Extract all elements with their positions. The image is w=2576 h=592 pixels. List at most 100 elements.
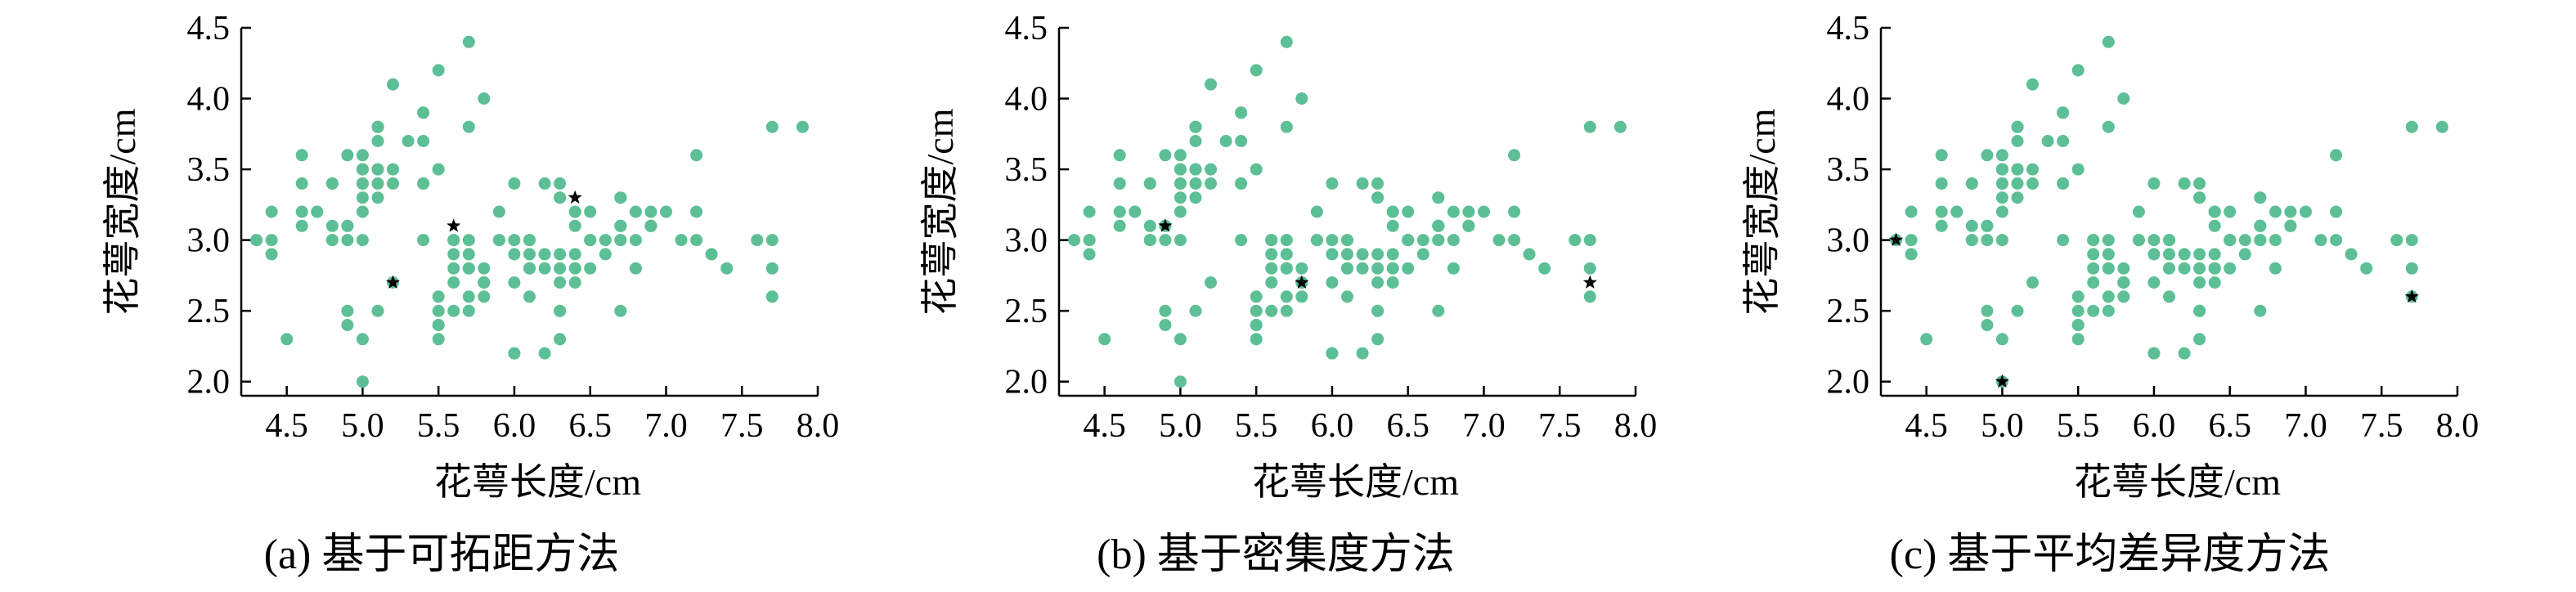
data-point: [1613, 120, 1627, 133]
data-point: [1143, 219, 1156, 232]
x-tick-label: 6.5: [2208, 407, 2251, 445]
data-point: [1143, 234, 1156, 247]
data-point: [1174, 163, 1187, 176]
data-point: [341, 319, 354, 331]
y-axis-label: 花萼宽度/cm: [1741, 108, 1783, 315]
data-point: [2011, 120, 2024, 133]
data-point: [1402, 205, 1415, 218]
data-point: [432, 64, 445, 77]
data-point: [644, 219, 657, 232]
data-point: [2087, 276, 2100, 289]
data-point: [1326, 234, 1339, 247]
data-point: [1205, 177, 1217, 190]
data-point: [1508, 149, 1521, 162]
data-point: [1265, 234, 1278, 247]
x-tick-label: 7.5: [2360, 407, 2403, 445]
data-point: [2132, 234, 2145, 247]
x-tick-label: 5.0: [1159, 407, 1202, 445]
data-point: [2390, 234, 2403, 247]
data-point: [432, 290, 445, 303]
data-point: [1189, 177, 1202, 190]
data-point: [1143, 177, 1156, 190]
data-point: [1995, 333, 2008, 346]
data-point: [2087, 304, 2100, 317]
data-point: [2117, 276, 2130, 289]
data-point: [538, 248, 551, 261]
data-point: [2193, 191, 2206, 204]
x-tick-label: 7.0: [2284, 407, 2327, 445]
data-point: [568, 205, 581, 218]
data-point: [1250, 64, 1263, 77]
data-point: [1219, 135, 1232, 147]
data-point: [1905, 234, 1918, 247]
data-point: [599, 248, 612, 261]
data-point: [2178, 177, 2191, 190]
data-point: [2238, 248, 2251, 261]
data-point: [1583, 234, 1596, 247]
data-point: [341, 219, 354, 232]
data-point: [462, 120, 475, 133]
data-point: [1583, 290, 1596, 303]
data-point: [1113, 149, 1126, 162]
data-point: [1189, 120, 1202, 133]
data-point: [554, 333, 567, 346]
data-point: [614, 191, 627, 204]
data-point: [1447, 234, 1460, 247]
data-point: [356, 191, 369, 204]
data-point: [492, 205, 505, 218]
data-point: [1189, 191, 1202, 204]
data-point: [1920, 333, 1933, 346]
x-tick-label: 4.5: [265, 407, 308, 445]
data-point: [1326, 248, 1339, 261]
x-tick-label: 8.0: [1614, 407, 1658, 445]
data-point: [614, 304, 627, 317]
data-point: [1310, 234, 1323, 247]
data-point: [1280, 304, 1293, 317]
data-point: [1341, 234, 1353, 247]
x-tick-label: 6.5: [568, 407, 612, 445]
data-point: [1098, 333, 1111, 346]
y-tick-label: 2.0: [187, 364, 231, 401]
data-point: [2087, 234, 2100, 247]
caption-b: (b) 基于密集度方法: [1097, 531, 1455, 578]
x-tick-label: 8.0: [2436, 407, 2480, 445]
data-point: [2026, 163, 2039, 176]
data-point: [1341, 248, 1353, 261]
data-point: [1583, 120, 1596, 133]
data-point: [2117, 290, 2130, 303]
data-point: [325, 177, 339, 190]
data-point: [417, 106, 430, 119]
data-point: [356, 163, 369, 176]
data-point: [554, 177, 567, 190]
data-point: [265, 248, 278, 261]
data-point: [1189, 304, 1202, 317]
cluster-center-star: [1888, 232, 1904, 246]
cluster-center-star: [447, 218, 461, 232]
data-point: [478, 92, 491, 105]
data-point: [462, 35, 475, 48]
data-point: [1981, 319, 1994, 331]
data-point: [705, 248, 718, 261]
data-point: [1950, 205, 1963, 218]
data-point: [2026, 177, 2039, 190]
data-point: [2300, 205, 2312, 218]
data-point: [1159, 304, 1172, 317]
data-point: [2178, 347, 2191, 360]
data-point: [1462, 205, 1475, 218]
data-point: [1265, 276, 1278, 289]
data-point: [1265, 248, 1278, 261]
data-point: [568, 219, 581, 232]
data-point: [2087, 248, 2100, 261]
data-point: [2057, 135, 2070, 147]
data-point: [2254, 219, 2267, 232]
data-point: [2224, 234, 2237, 247]
data-point: [1905, 248, 1918, 261]
data-point: [2208, 219, 2221, 232]
x-tick-label: 4.5: [1905, 407, 1948, 445]
x-tick-label: 5.0: [1981, 407, 2024, 445]
data-point: [629, 205, 642, 218]
data-point: [1113, 205, 1126, 218]
data-point: [311, 205, 324, 218]
data-point: [1295, 262, 1308, 275]
data-point: [341, 149, 354, 162]
